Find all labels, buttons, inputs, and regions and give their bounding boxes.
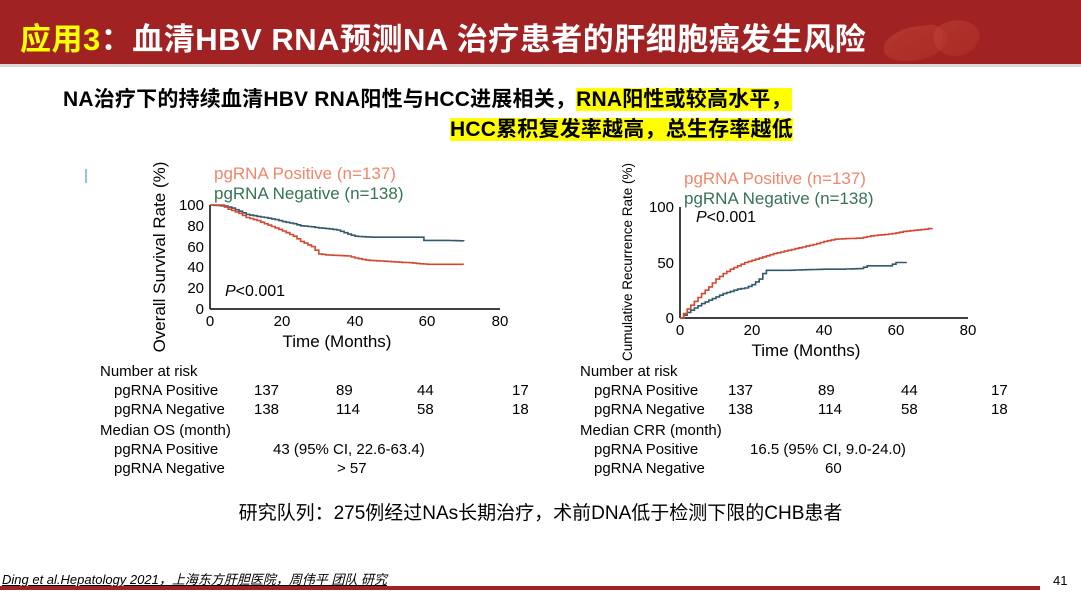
svg-text:0: 0: [206, 313, 214, 330]
svg-text:0: 0: [196, 301, 204, 318]
svg-text:60: 60: [888, 322, 905, 339]
svg-text:Overall Survival Rate (%): Overall Survival Rate (%): [150, 162, 169, 353]
svg-text:40: 40: [347, 313, 364, 330]
svg-text:pgRNA Positive (n=137): pgRNA Positive (n=137): [214, 164, 396, 183]
svg-text:0: 0: [666, 310, 674, 327]
svg-text:20: 20: [187, 280, 204, 297]
svg-text:80: 80: [960, 322, 977, 339]
svg-text:P<0.001: P<0.001: [225, 283, 285, 300]
svg-text:20: 20: [744, 322, 761, 339]
svg-text:Time (Months): Time (Months): [283, 332, 392, 351]
svg-text:pgRNA Positive (n=137): pgRNA Positive (n=137): [684, 169, 866, 188]
svg-text:60: 60: [187, 239, 204, 256]
svg-text:100: 100: [649, 199, 674, 216]
svg-text:60: 60: [419, 313, 436, 330]
svg-text:P<0.001: P<0.001: [696, 209, 756, 226]
svg-text:Time (Months): Time (Months): [752, 341, 861, 360]
svg-text:80: 80: [492, 313, 509, 330]
svg-text:20: 20: [274, 313, 291, 330]
svg-text:pgRNA Negative (n=138): pgRNA Negative (n=138): [214, 184, 403, 203]
svg-text:Cumulative Recurrence Rate (%): Cumulative Recurrence Rate (%): [620, 163, 635, 361]
svg-text:40: 40: [816, 322, 833, 339]
svg-text:40: 40: [187, 259, 204, 276]
svg-text:50: 50: [657, 255, 674, 272]
svg-text:80: 80: [187, 218, 204, 235]
svg-text:pgRNA Negative (n=138): pgRNA Negative (n=138): [684, 189, 873, 208]
svg-text:100: 100: [179, 197, 204, 214]
svg-text:0: 0: [676, 322, 684, 339]
